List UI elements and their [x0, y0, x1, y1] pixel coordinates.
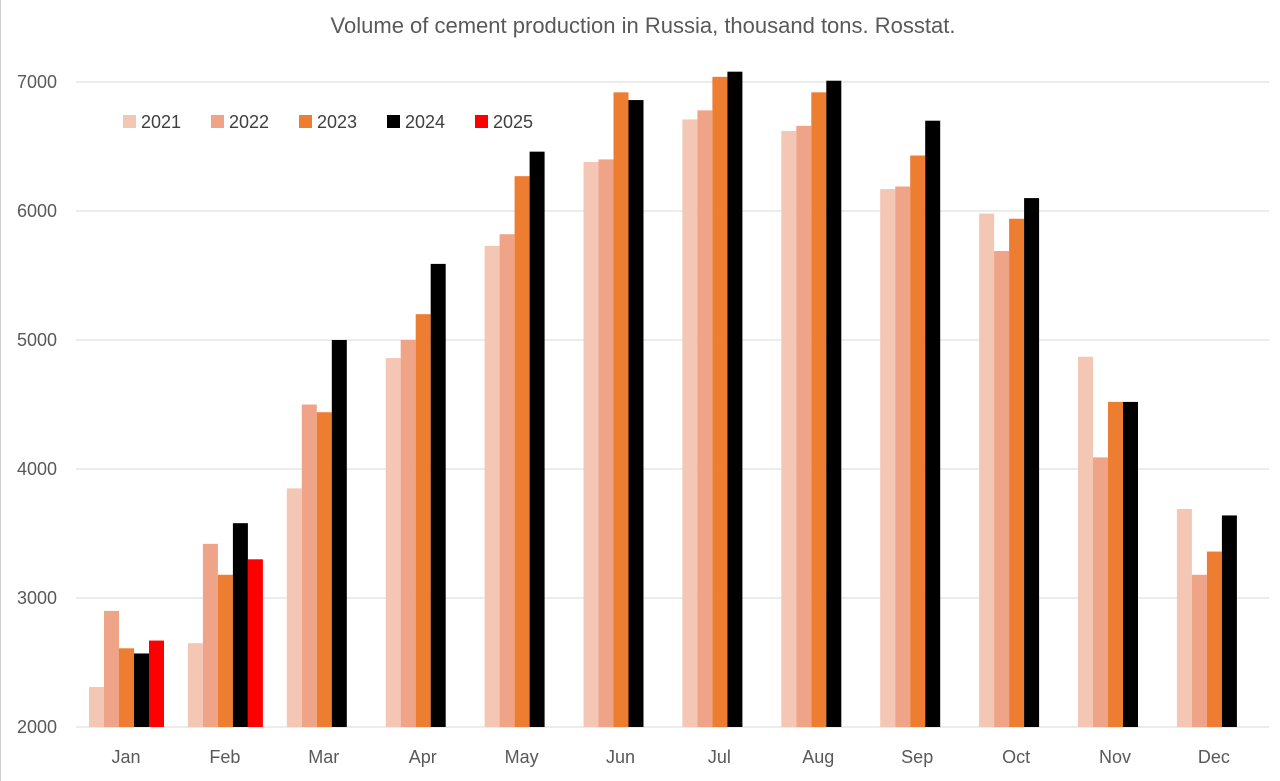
x-tick-label: Jan	[111, 747, 140, 767]
x-tick-label: Nov	[1099, 747, 1131, 767]
bar-sep-2021	[880, 189, 896, 727]
bar-may-2022	[499, 234, 515, 727]
bar-aug-2024	[826, 80, 842, 727]
bar-jul-2024	[727, 71, 743, 728]
y-axis-tick-labels: 2000 3000 4000 5000 6000 7000	[17, 72, 57, 737]
x-tick-label: Feb	[209, 747, 240, 767]
bar-feb-2023	[217, 574, 233, 727]
legend-label-2024: 2024	[405, 112, 445, 132]
bar-mar-2024	[331, 340, 347, 727]
y-tick-label: 5000	[17, 330, 57, 350]
bar-jan-2025	[149, 640, 164, 727]
bar-nov-2022	[1093, 457, 1108, 727]
bar-aug-2022	[796, 125, 812, 728]
x-axis-tick-labels: Jan Feb Mar Apr May Jun Jul Aug Sep Oct Nov Dec	[111, 747, 1229, 767]
bar-apr-2021	[385, 358, 401, 727]
legend-label-2022: 2022	[229, 112, 269, 132]
legend-label-2023: 2023	[317, 112, 357, 132]
bar-sep-2023	[910, 155, 926, 727]
x-tick-label: Apr	[409, 747, 437, 767]
bar-jul-2023	[712, 76, 728, 728]
y-tick-label: 7000	[17, 72, 57, 92]
bar-apr-2023	[415, 314, 431, 727]
bars	[89, 71, 1237, 728]
x-tick-label: Jun	[606, 747, 635, 767]
bar-sep-2024	[925, 120, 941, 727]
bar-jun-2021	[583, 161, 599, 728]
legend-swatch-2021	[123, 115, 136, 128]
chart-title: Volume of cement production in Russia, t…	[331, 13, 956, 38]
bar-mar-2021	[286, 488, 302, 727]
y-tick-label: 2000	[17, 717, 57, 737]
bar-dec-2023	[1206, 551, 1222, 727]
bar-may-2021	[484, 245, 500, 727]
x-tick-label: Sep	[901, 747, 933, 767]
bar-may-2024	[529, 151, 545, 727]
bar-mar-2022	[301, 404, 317, 727]
bar-jan-2021	[89, 687, 104, 727]
bar-sep-2022	[895, 186, 911, 728]
bar-mar-2023	[316, 412, 332, 727]
bar-jan-2022	[104, 610, 119, 727]
bar-apr-2022	[400, 340, 416, 727]
legend: 2021 2022 2023 2024 2025	[123, 112, 533, 132]
y-tick-label: 6000	[17, 201, 57, 221]
bar-jul-2022	[697, 110, 713, 727]
legend-label-2021: 2021	[141, 112, 181, 132]
bar-oct-2024	[1024, 198, 1040, 728]
legend-label-2025: 2025	[493, 112, 533, 132]
bar-dec-2024	[1221, 515, 1237, 727]
bar-oct-2021	[979, 213, 995, 727]
bar-may-2023	[514, 176, 530, 728]
bar-dec-2022	[1191, 574, 1207, 727]
bar-nov-2023	[1108, 401, 1123, 727]
bar-dec-2021	[1176, 508, 1192, 727]
bar-nov-2021	[1078, 356, 1093, 727]
bar-aug-2023	[811, 92, 827, 727]
legend-swatch-2024	[387, 115, 400, 128]
x-tick-label: Oct	[1002, 747, 1030, 767]
bar-oct-2023	[1009, 218, 1025, 728]
bar-oct-2022	[994, 250, 1010, 728]
x-tick-label: Aug	[802, 747, 834, 767]
bar-jun-2024	[628, 100, 644, 727]
x-tick-label: Dec	[1198, 747, 1230, 767]
x-tick-label: Mar	[308, 747, 339, 767]
bar-apr-2024	[430, 263, 446, 727]
legend-swatch-2025	[475, 115, 488, 128]
bar-feb-2024	[232, 523, 248, 727]
bar-feb-2022	[202, 543, 218, 727]
bar-jan-2023	[119, 648, 134, 727]
bar-jul-2021	[682, 119, 698, 727]
x-tick-label: May	[505, 747, 539, 767]
legend-swatch-2023	[299, 115, 312, 128]
bar-nov-2024	[1123, 401, 1138, 727]
bar-feb-2021	[187, 643, 203, 727]
bar-jan-2024	[134, 653, 149, 727]
bar-jun-2023	[613, 92, 629, 727]
x-tick-label: Jul	[708, 747, 731, 767]
bar-aug-2021	[781, 131, 797, 727]
bar-feb-2025	[247, 559, 263, 727]
legend-swatch-2022	[211, 115, 224, 128]
y-tick-label: 4000	[17, 459, 57, 479]
y-tick-label: 3000	[17, 588, 57, 608]
gridlines	[76, 81, 1269, 728]
bar-jun-2022	[598, 159, 614, 727]
